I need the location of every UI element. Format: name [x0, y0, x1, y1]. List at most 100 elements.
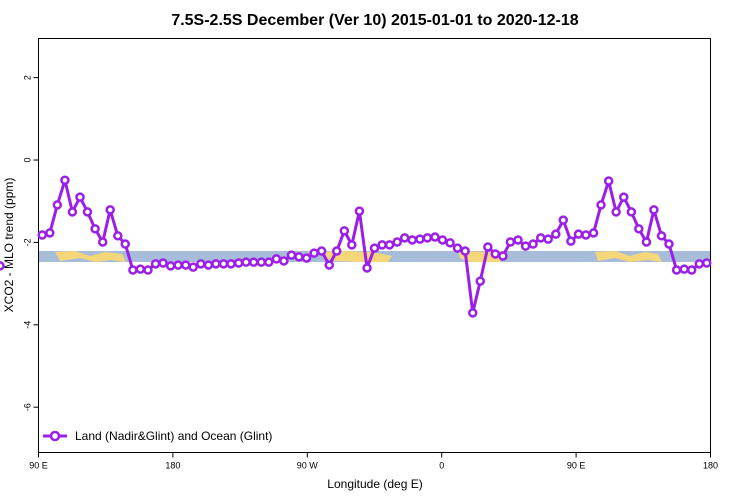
data-point — [437, 235, 448, 245]
data-point — [581, 230, 591, 240]
x-tick-label: 90 E — [567, 461, 586, 471]
data-point — [45, 228, 55, 238]
data-point — [331, 246, 342, 256]
data-point — [279, 256, 289, 266]
data-point — [422, 233, 433, 243]
data-point — [452, 243, 463, 253]
data-point — [369, 243, 380, 253]
data-point — [634, 224, 644, 234]
data-point — [75, 192, 85, 202]
data-point — [241, 257, 251, 267]
data-point — [399, 233, 410, 243]
data-point — [513, 235, 523, 245]
data-point — [271, 254, 282, 264]
data-point — [407, 235, 418, 245]
x-axis-label: Longitude (deg E) — [327, 477, 422, 491]
data-point — [694, 259, 705, 269]
data-point — [671, 265, 682, 275]
data-point — [656, 231, 667, 241]
data-point — [309, 248, 319, 258]
data-point — [603, 176, 614, 186]
data-point — [188, 262, 198, 272]
data-point — [649, 205, 659, 215]
data-point — [90, 224, 100, 234]
data-point — [618, 192, 629, 202]
data-point — [97, 237, 108, 247]
data-point — [543, 234, 553, 244]
data-point — [180, 260, 191, 270]
data-point — [483, 242, 493, 252]
data-point — [468, 308, 478, 318]
data-point — [611, 207, 621, 217]
data-point — [233, 258, 244, 268]
data-point — [286, 250, 297, 260]
data-point — [505, 237, 516, 247]
data-point — [498, 251, 508, 261]
land-patch — [55, 251, 126, 262]
data-point — [392, 237, 402, 247]
data-point — [256, 257, 267, 267]
data-point — [528, 239, 538, 249]
data-point — [573, 229, 584, 239]
data-point — [430, 232, 440, 242]
x-tick-label: 0 — [439, 461, 444, 471]
x-tick-label: 90 E — [29, 461, 48, 471]
data-point — [384, 240, 395, 250]
x-tick-label: 180 — [703, 461, 718, 471]
chart-title: 7.5S-2.5S December (Ver 10) 2015-01-01 t… — [171, 12, 578, 29]
data-point — [211, 259, 221, 269]
data-point — [226, 259, 236, 269]
data-point — [347, 240, 357, 250]
data-point — [641, 237, 652, 247]
y-tick-label: -4 — [23, 321, 33, 329]
data-point — [301, 253, 312, 263]
data-point — [67, 207, 78, 217]
data-point — [339, 226, 350, 236]
data-point — [490, 249, 501, 259]
x-tick-label: 90 W — [297, 461, 319, 471]
data-point — [588, 228, 599, 238]
legend-label: Land (Nadir&Glint) and Ocean (Glint) — [75, 429, 272, 443]
y-tick-label: 0 — [23, 158, 33, 163]
data-point — [105, 205, 115, 215]
data-point — [535, 233, 546, 243]
data-point — [354, 206, 365, 216]
data-point — [679, 264, 689, 274]
data-point — [520, 241, 531, 251]
data-point — [128, 265, 138, 275]
data-point — [596, 200, 606, 210]
data-point — [626, 207, 637, 217]
data-point — [377, 240, 387, 250]
data-point — [165, 261, 176, 271]
data-point — [37, 230, 47, 240]
data-point — [60, 175, 70, 185]
data-point — [173, 260, 183, 270]
plot-frame — [38, 38, 711, 453]
y-axis-label: XCO2 - MLO trend (ppm) — [2, 178, 16, 313]
data-point — [158, 258, 168, 268]
data-point — [460, 246, 470, 256]
data-point — [664, 239, 674, 249]
data-point — [475, 276, 485, 286]
data-point — [0, 261, 5, 271]
y-tick-label: -2 — [23, 238, 33, 246]
data-point — [248, 257, 259, 267]
legend: Land (Nadir&Glint) and Ocean (Glint) — [43, 429, 272, 443]
data-point — [316, 246, 327, 256]
data-point — [52, 200, 63, 210]
data-point — [702, 258, 712, 268]
data-point — [566, 236, 576, 246]
land-patch — [595, 251, 662, 262]
x-tick-label: 180 — [165, 461, 180, 471]
y-tick-label: 2 — [23, 75, 33, 80]
data-point — [415, 234, 425, 244]
data-point — [203, 260, 214, 270]
data-point — [82, 207, 93, 217]
data-point — [264, 257, 274, 267]
data-point — [362, 263, 372, 273]
data-point — [558, 215, 569, 225]
data-point — [445, 238, 455, 248]
data-point — [551, 229, 561, 239]
data-point — [120, 239, 131, 249]
